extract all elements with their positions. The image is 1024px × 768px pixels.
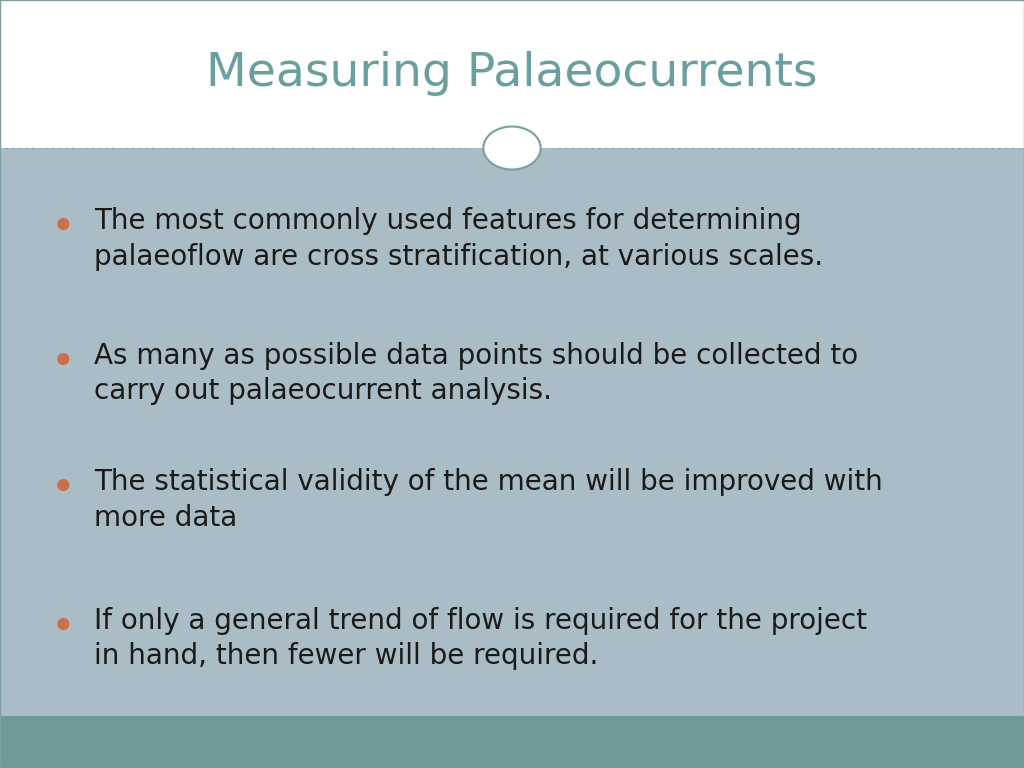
Text: •: • bbox=[51, 342, 76, 384]
Text: Measuring Palaeocurrents: Measuring Palaeocurrents bbox=[206, 51, 818, 97]
Text: •: • bbox=[51, 468, 76, 511]
Bar bbox=[0, 0, 1024, 148]
Bar bbox=[0, 716, 1024, 768]
Bar bbox=[0, 148, 1024, 716]
Text: As many as possible data points should be collected to
carry out palaeocurrent a: As many as possible data points should b… bbox=[94, 342, 858, 406]
Text: •: • bbox=[51, 207, 76, 250]
Text: The most commonly used features for determining
palaeoflow are cross stratificat: The most commonly used features for dete… bbox=[94, 207, 823, 271]
Text: If only a general trend of flow is required for the project
in hand, then fewer : If only a general trend of flow is requi… bbox=[94, 607, 867, 670]
Circle shape bbox=[483, 127, 541, 170]
Text: The statistical validity of the mean will be improved with
more data: The statistical validity of the mean wil… bbox=[94, 468, 883, 532]
Text: •: • bbox=[51, 607, 76, 649]
